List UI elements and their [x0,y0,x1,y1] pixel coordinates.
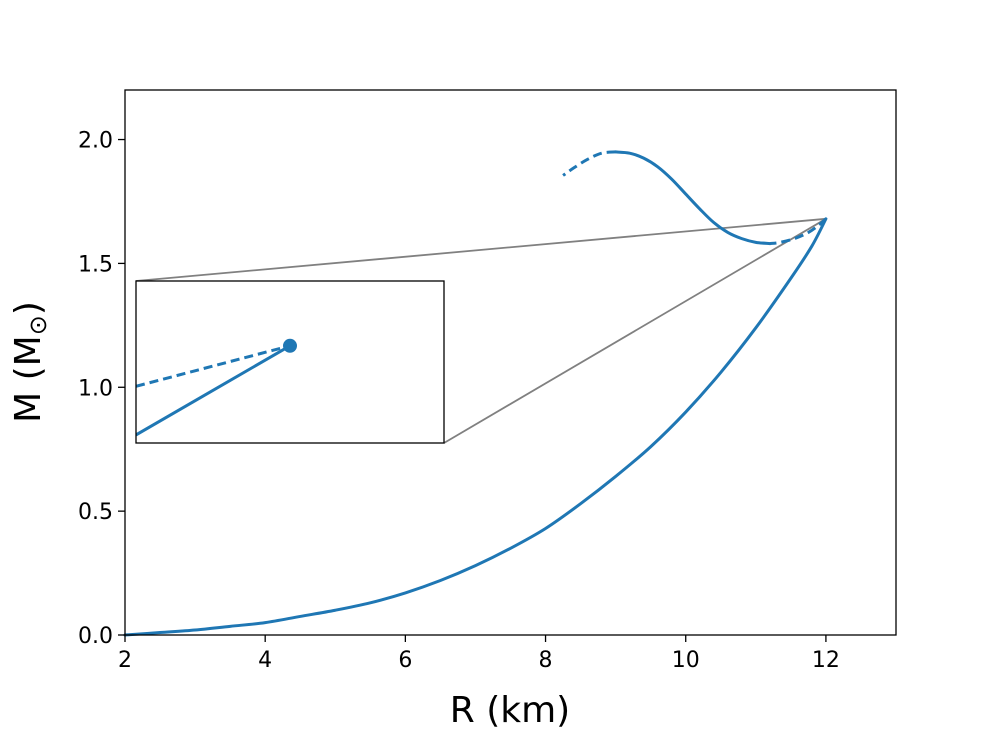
y-axis-label: M (M⊙) [8,301,52,423]
inset-background [136,281,444,443]
x-tick-label: 4 [258,648,272,673]
zoom-connector-bottom [443,218,827,444]
y-axis-label-close: ) [8,301,49,315]
series-line-0-solid [123,217,828,637]
series-line-2-solid [614,150,772,246]
x-axis-ticks: 2 4 6 8 10 12 [118,635,840,673]
main-plot-curves [123,150,828,637]
y-tick-label: 0.0 [78,624,113,649]
y-tick-label: 1.0 [78,376,113,401]
x-tick-label: 10 [672,648,700,673]
x-tick-label: 8 [539,648,553,673]
x-tick-label: 2 [118,648,132,673]
zoom-connector-lines [135,217,827,444]
x-axis-label: R (km) [450,690,570,731]
series-line-1-dashed [769,217,827,246]
inset-unstable-branch [136,344,291,388]
y-axis-ticks: 0.0 0.5 1.0 1.5 2.0 [78,129,125,649]
y-axis-label-main: M (M [8,335,49,423]
inset-stable-branch [136,344,291,437]
inset-frame [135,280,445,444]
y-tick-label: 0.5 [78,500,113,525]
y-axis-label-symbol: ⊙ [24,315,52,335]
series-line-3-dashed [562,150,616,177]
x-tick-label: 6 [398,648,412,673]
y-tick-label: 1.5 [78,252,113,277]
x-tick-label: 12 [812,648,840,673]
inset-max-mass-marker [283,338,297,353]
zoom-connector-top [135,217,826,282]
inset-clipped-area [136,344,291,437]
plot-frame [124,89,897,636]
inset-curves [136,338,297,437]
y-tick-label: 2.0 [78,129,113,154]
